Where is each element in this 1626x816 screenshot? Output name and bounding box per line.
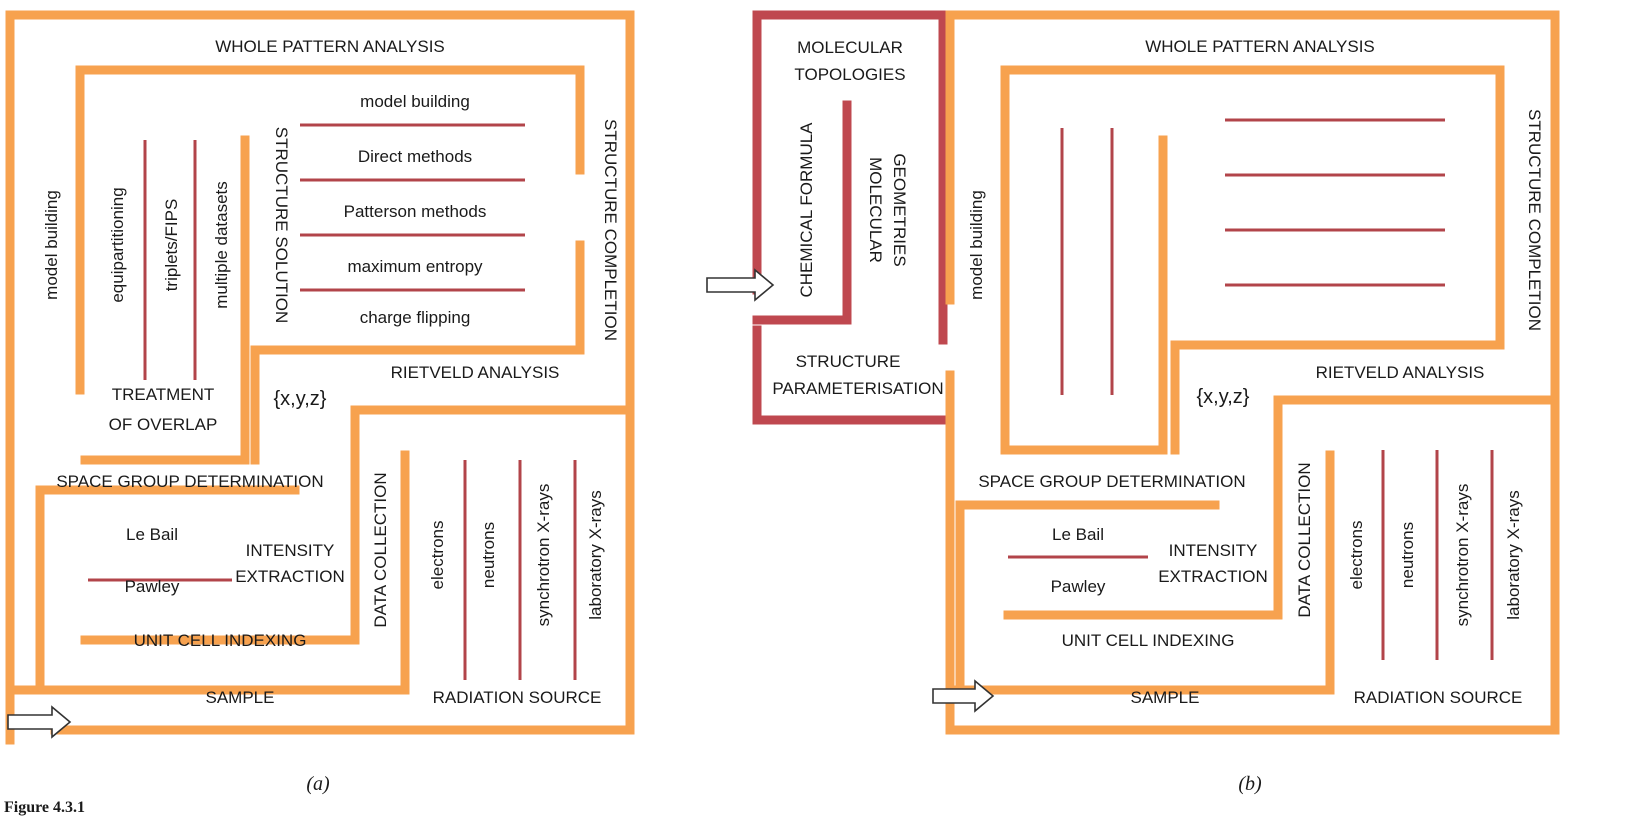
radiation-source-label-a: RADIATION SOURCE xyxy=(433,688,602,707)
intensity-label-a: INTENSITY xyxy=(246,541,335,560)
molecular-topologies-label: MOLECULAR xyxy=(797,38,903,57)
method-label: Patterson methods xyxy=(344,202,487,221)
structure-entry-arrow-b xyxy=(707,270,773,300)
source-label: laboratory X-rays xyxy=(586,490,605,619)
source-label: electrons xyxy=(428,521,447,590)
molecular-topologies-label: TOPOLOGIES xyxy=(794,65,905,84)
extraction-label-a: EXTRACTION xyxy=(235,567,345,586)
multiple-datasets-label: multiple datasets xyxy=(212,181,231,309)
structure-parameterisation-label: PARAMETERISATION xyxy=(772,379,943,398)
whole-pattern-label-a: WHOLE PATTERN ANALYSIS xyxy=(215,37,445,56)
rietveld-label-b: RIETVELD ANALYSIS xyxy=(1316,363,1485,382)
whole-pattern-label-b: WHOLE PATTERN ANALYSIS xyxy=(1145,37,1375,56)
unit-cell-label-a: UNIT CELL INDEXING xyxy=(134,631,307,650)
rietveld-label-a: RIETVELD ANALYSIS xyxy=(391,363,560,382)
intensity-label-b: INTENSITY xyxy=(1169,541,1258,560)
space-group-label-a: SPACE GROUP DETERMINATION xyxy=(56,472,323,491)
structure-parameterisation-label: STRUCTURE xyxy=(796,352,901,371)
method-label: charge flipping xyxy=(360,308,471,327)
source-label: synchrotron X-rays xyxy=(1453,484,1472,627)
structure-completion-label-a: STRUCTURE COMPLETION xyxy=(601,119,620,341)
data-collection-label-b: DATA COLLECTION xyxy=(1295,462,1314,617)
structure-solution-label-a: STRUCTURE SOLUTION xyxy=(272,127,291,323)
pawley-label-b: Pawley xyxy=(1051,577,1106,596)
sample-label-a: SAMPLE xyxy=(206,688,275,707)
source-label: synchrotron X-rays xyxy=(534,484,553,627)
model-building-label-b: model building xyxy=(967,190,986,300)
method-label: model building xyxy=(360,92,470,111)
sample-label-b: SAMPLE xyxy=(1131,688,1200,707)
model-building-label-a: model building xyxy=(42,190,61,300)
treatment-label-a: TREATMENT xyxy=(112,385,215,404)
unit-cell-label-b: UNIT CELL INDEXING xyxy=(1062,631,1235,650)
le-bail-label-a: Le Bail xyxy=(126,525,178,544)
data-collection-label-a: DATA COLLECTION xyxy=(371,472,390,627)
radiation-source-label-b: RADIATION SOURCE xyxy=(1354,688,1523,707)
method-label: maximum entropy xyxy=(347,257,483,276)
source-label: neutrons xyxy=(479,522,498,588)
structure-completion-label-b: STRUCTURE COMPLETION xyxy=(1525,109,1544,331)
xyz-label-b: {x,y,z} xyxy=(1197,386,1250,408)
molecular-geometries-label: GEOMETRIES xyxy=(890,153,909,266)
panel-b: MOLECULAR TOPOLOGIES CHEMICAL FORMULA MO… xyxy=(707,15,1555,795)
equipartitioning-label: equipartitioning xyxy=(108,187,127,302)
caption-b: (b) xyxy=(1238,773,1262,795)
pawley-label-a: Pawley xyxy=(125,577,180,596)
le-bail-label-b: Le Bail xyxy=(1052,525,1104,544)
molecular-geometries-label: MOLECULAR xyxy=(866,157,885,263)
xyz-label-a: {x,y,z} xyxy=(274,388,327,410)
panel-a: WHOLE PATTERN ANALYSIS STRUCTURE COMPLET… xyxy=(8,15,630,795)
overlap-label-a: OF OVERLAP xyxy=(109,415,218,434)
source-label: laboratory X-rays xyxy=(1504,490,1523,619)
chemical-formula-label: CHEMICAL FORMULA xyxy=(797,122,816,298)
triplets-label: triplets/FIPS xyxy=(162,199,181,292)
source-label: electrons xyxy=(1347,521,1366,590)
source-label: neutrons xyxy=(1398,522,1417,588)
space-group-label-b: SPACE GROUP DETERMINATION xyxy=(978,472,1245,491)
figure-label: Figure 4.3.1 xyxy=(4,799,85,816)
extraction-label-b: EXTRACTION xyxy=(1158,567,1268,586)
method-label: Direct methods xyxy=(358,147,472,166)
caption-a: (a) xyxy=(306,773,330,795)
